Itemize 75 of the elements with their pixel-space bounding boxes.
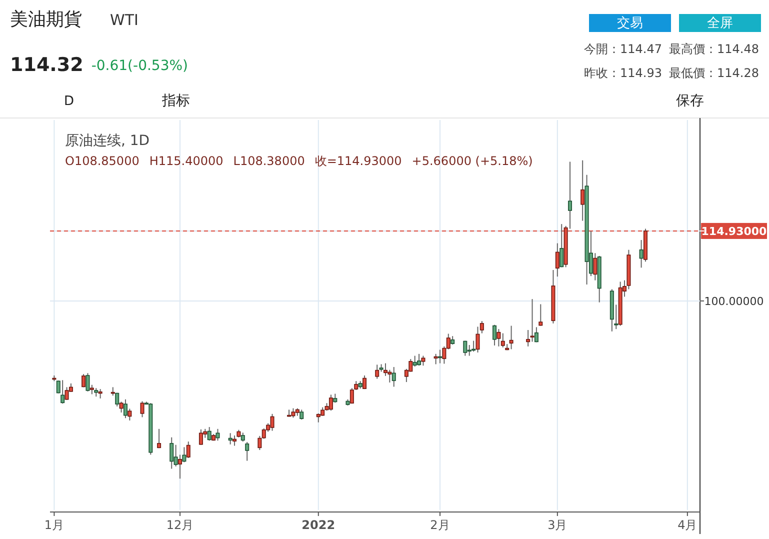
candlestick [328, 394, 333, 412]
x-tick: 2022 [302, 518, 336, 532]
candlestick [245, 442, 250, 462]
candlestick [60, 380, 65, 404]
annotation: 最高價：114.48 [669, 42, 759, 56]
candlestick [207, 426, 212, 442]
annotation: 交易 [617, 16, 643, 31]
candlestick [123, 398, 128, 419]
candlestick [198, 428, 203, 446]
candlestick [509, 325, 514, 350]
candlestick [404, 368, 408, 383]
candlestick [86, 372, 90, 392]
candlestick [538, 304, 543, 326]
candlestick [476, 326, 480, 353]
y-tick: 114.93000 [701, 224, 767, 238]
chart-subtitle: WTI [110, 11, 138, 29]
candlestick [463, 340, 468, 356]
annotation: 原油连续, 1D [65, 133, 150, 149]
x-tick: 1月 [44, 518, 64, 532]
candlestick [140, 400, 144, 418]
candlestick [270, 413, 274, 432]
annotation: 保存 [676, 93, 704, 109]
candlestick [362, 374, 367, 390]
candlestick [232, 434, 237, 446]
chart-title: 美油期貨 [10, 9, 82, 30]
candlestick [500, 332, 505, 348]
annotation: 最低價：114.28 [669, 66, 759, 80]
candlestick [434, 353, 438, 365]
y-tick: 100.00000 [704, 294, 764, 308]
x-tick: 3月 [548, 518, 568, 532]
annotation: 昨收：114.93 [584, 66, 662, 80]
annotation: -0.61(-0.53%) [91, 58, 188, 74]
annotation: L108.38000 [233, 154, 305, 168]
candlestick [90, 384, 94, 395]
candlestick [170, 436, 174, 470]
annotation: 收=114.93000 [314, 154, 402, 168]
candlestick [417, 353, 422, 366]
candlestick [412, 355, 417, 368]
candlestick [82, 374, 86, 388]
annotation: +5.66000 (+5.18%) [412, 154, 533, 168]
candlestick [438, 349, 442, 364]
candlestick [300, 409, 304, 420]
candlestick [526, 330, 530, 347]
candlestick [64, 386, 69, 400]
candlestick [555, 242, 560, 278]
candlestick [186, 441, 190, 458]
candlestick [480, 320, 484, 334]
candlestick [496, 328, 501, 347]
candlestick [446, 333, 450, 350]
candlestick [530, 298, 534, 342]
candlestick [157, 428, 162, 449]
annotation: 全屏 [707, 16, 733, 31]
x-tick: 4月 [678, 518, 698, 532]
candlestick [392, 366, 396, 388]
annotation: H115.40000 [149, 154, 224, 168]
candlestick [98, 388, 102, 399]
candlestick [421, 355, 426, 366]
candlestick [442, 346, 446, 364]
candlestick [228, 432, 232, 445]
candlestick [580, 160, 585, 222]
candlestick [291, 408, 296, 418]
candlestick [492, 324, 497, 346]
annotation: 今開：114.47 [584, 42, 662, 56]
annotation: O108.85000 [65, 154, 140, 168]
annotation: 指标 [162, 93, 190, 109]
candlestick [258, 435, 262, 450]
candlestick [375, 364, 380, 380]
x-tick: 2月 [430, 518, 450, 532]
annotation: D [64, 94, 74, 109]
candlestick [639, 240, 644, 268]
annotation: 114.32 [10, 54, 84, 76]
candlestick [467, 344, 472, 356]
candlestick [568, 161, 572, 230]
candlestick [216, 428, 220, 442]
x-tick: 12月 [166, 518, 194, 532]
